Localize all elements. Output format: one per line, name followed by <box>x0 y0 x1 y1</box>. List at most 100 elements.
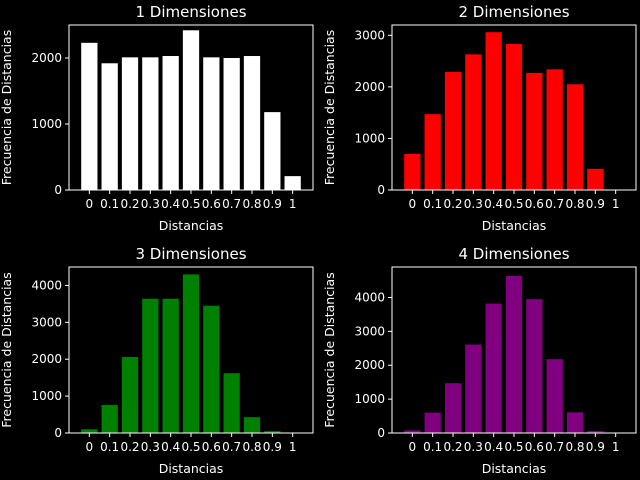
y-axis-label: Frecuencia de Distancias <box>0 30 14 185</box>
x-tick-label: 0.4 <box>484 440 503 454</box>
bar-0 <box>81 429 98 433</box>
bar-0.9 <box>587 168 604 190</box>
x-tick-label: 0.6 <box>202 197 221 211</box>
y-tick-label: 4000 <box>354 290 385 304</box>
y-tick-label: 0 <box>54 426 62 440</box>
y-tick-label: 1000 <box>31 117 62 131</box>
bar-0.2 <box>444 383 462 433</box>
bar-0.7 <box>546 359 563 433</box>
x-axis-label: Distancias <box>482 218 547 233</box>
x-tick-label: 0.6 <box>202 440 221 454</box>
x-tick-label: 0.3 <box>141 197 160 211</box>
bar-0.5 <box>505 275 523 433</box>
bar-0.3 <box>142 57 159 191</box>
y-tick-label: 1000 <box>354 131 385 145</box>
chart-title: 4 Dimensiones <box>458 245 569 263</box>
bar-0.7 <box>223 373 240 433</box>
x-tick-label: 0.5 <box>181 197 200 211</box>
x-tick-label: 0.3 <box>141 440 160 454</box>
bar-1 <box>284 176 301 190</box>
x-tick-label: 0.3 <box>464 197 483 211</box>
subplot-4: 0 0.1 0.2 0.3 0.4 0.5 0.6 0.7 0.8 0.9 1 0 1000 2000 30… <box>322 245 637 476</box>
bar-0.2 <box>121 57 139 191</box>
bar-0.3 <box>465 54 482 190</box>
x-axis-label: Distancias <box>482 461 547 476</box>
bar-0.1 <box>101 63 118 190</box>
x-tick-label: 0.4 <box>484 197 503 211</box>
x-tick-label: 0.2 <box>120 440 139 454</box>
bar-0.8 <box>566 412 584 433</box>
y-tick-label: 0 <box>377 426 385 440</box>
bar-0.6 <box>526 72 543 190</box>
x-tick-label: 0.7 <box>545 440 564 454</box>
y-tick-label: 2000 <box>31 51 62 65</box>
bar-0.2 <box>444 71 462 190</box>
bar-0.9 <box>264 112 281 190</box>
x-tick-label: 0.7 <box>222 440 241 454</box>
x-tick-label: 0.4 <box>161 197 180 211</box>
bar-0 <box>404 153 421 190</box>
chart-title: 3 Dimensiones <box>135 245 246 263</box>
x-tick-label: 0.1 <box>423 440 442 454</box>
x-tick-label: 0.4 <box>161 440 180 454</box>
bar-0.9 <box>587 430 604 433</box>
subplot-3: 0 0.1 0.2 0.3 0.4 0.5 0.6 0.7 0.8 0.9 1 0 1000 2000 30… <box>0 245 314 476</box>
y-tick-label: 0 <box>54 183 62 197</box>
bar-0.4 <box>485 32 502 190</box>
x-tick-label: 0.1 <box>423 197 442 211</box>
bar-0.5 <box>182 30 200 191</box>
x-tick-label: 0.5 <box>504 440 523 454</box>
y-tick-label: 2000 <box>354 80 385 94</box>
y-tick-label: 4000 <box>31 278 62 292</box>
bar-0.4 <box>162 298 179 433</box>
y-axis-label: Frecuencia de Distancias <box>322 272 337 427</box>
x-tick-label: 0.5 <box>181 440 200 454</box>
y-axis-label: Frecuencia de Distancias <box>322 30 337 185</box>
x-tick-label: 0 <box>86 440 94 454</box>
x-tick-label: 0 <box>86 197 94 211</box>
bar-0.5 <box>182 274 200 433</box>
bar-0.7 <box>546 69 563 190</box>
x-tick-label: 1 <box>289 197 297 211</box>
bar-0.3 <box>465 344 482 433</box>
x-tick-label: 0.8 <box>242 197 261 211</box>
x-tick-label: 0 <box>409 197 417 211</box>
chart-title: 2 Dimensiones <box>458 3 569 21</box>
chart-title: 1 Dimensiones <box>135 3 246 21</box>
x-tick-label: 0 <box>409 440 417 454</box>
x-tick-label: 0.2 <box>443 440 462 454</box>
x-tick-label: 1 <box>612 440 620 454</box>
y-axis-label: Frecuencia de Distancias <box>0 272 14 427</box>
bar-0.9 <box>264 431 281 433</box>
y-tick-label: 1000 <box>354 392 385 406</box>
bar-0.4 <box>485 303 502 433</box>
x-tick-label: 0.8 <box>242 440 261 454</box>
bar-0 <box>404 430 421 433</box>
bar-0.6 <box>203 57 220 191</box>
bar-0.1 <box>424 412 441 433</box>
x-tick-label: 0.6 <box>525 197 544 211</box>
bar-0.2 <box>121 357 139 433</box>
bar-0.5 <box>505 44 523 190</box>
y-tick-label: 3000 <box>31 315 62 329</box>
x-tick-label: 0.3 <box>464 440 483 454</box>
bar-0.4 <box>162 56 179 190</box>
y-tick-label: 2000 <box>31 352 62 366</box>
bar-0.6 <box>526 299 543 433</box>
x-tick-label: 1 <box>612 197 620 211</box>
x-tick-label: 0.5 <box>504 197 523 211</box>
x-tick-label: 0.6 <box>525 440 544 454</box>
bar-0.6 <box>203 305 220 433</box>
x-tick-label: 0.1 <box>100 440 119 454</box>
x-tick-label: 0.9 <box>263 440 282 454</box>
x-tick-label: 0.7 <box>545 197 564 211</box>
x-tick-label: 0.9 <box>586 197 605 211</box>
x-tick-label: 0.7 <box>222 197 241 211</box>
x-tick-label: 0.2 <box>120 197 139 211</box>
x-axis-label: Distancias <box>159 218 224 233</box>
bar-0.8 <box>243 56 261 190</box>
x-tick-label: 0.2 <box>443 197 462 211</box>
x-tick-label: 0.1 <box>100 197 119 211</box>
bar-0.1 <box>101 404 118 433</box>
